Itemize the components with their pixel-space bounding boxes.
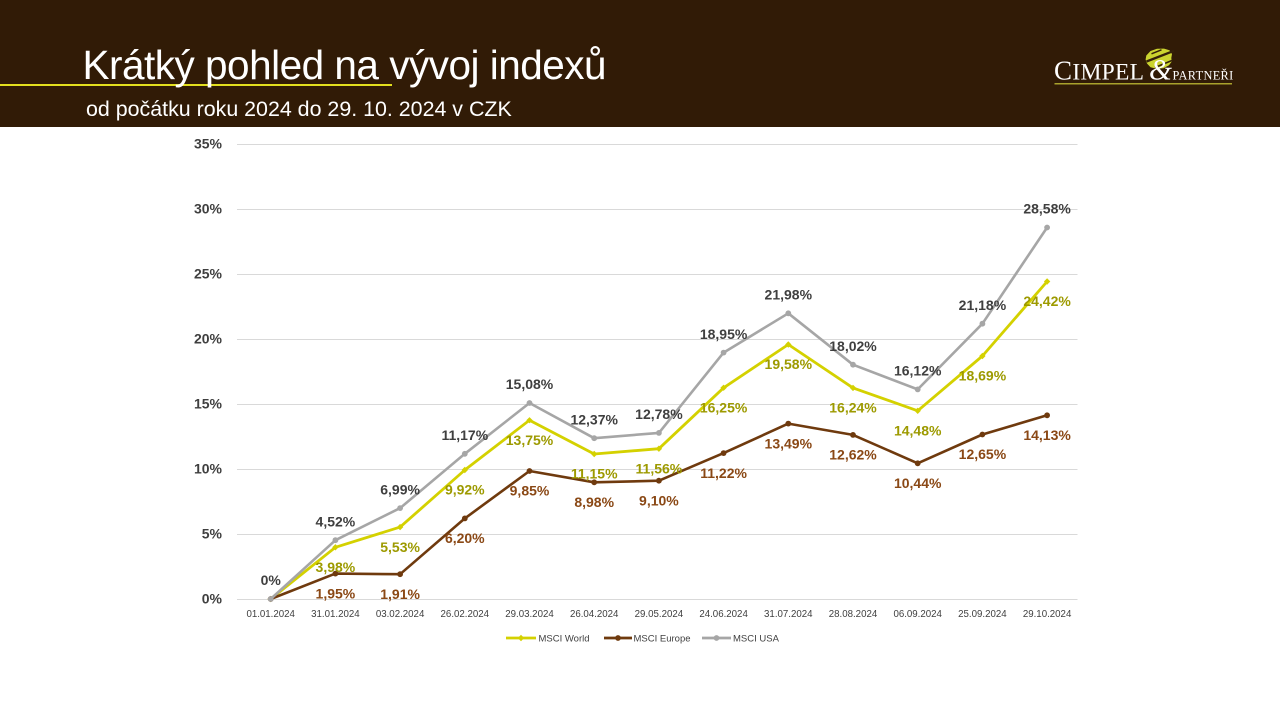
- svg-text:12,37%: 12,37%: [570, 411, 618, 427]
- svg-text:11,15%: 11,15%: [571, 466, 618, 482]
- svg-text:12,65%: 12,65%: [959, 446, 1007, 462]
- svg-text:&: &: [1149, 55, 1172, 87]
- svg-text:11,17%: 11,17%: [441, 427, 488, 443]
- svg-text:11,56%: 11,56%: [636, 460, 683, 476]
- svg-text:35%: 35%: [194, 136, 223, 152]
- svg-text:MSCI World: MSCI World: [539, 633, 590, 644]
- svg-text:16,25%: 16,25%: [700, 399, 748, 415]
- svg-text:4,52%: 4,52%: [316, 513, 356, 529]
- svg-text:28,58%: 28,58%: [1023, 201, 1071, 217]
- svg-text:18,02%: 18,02%: [829, 338, 877, 354]
- svg-text:0%: 0%: [202, 591, 223, 607]
- svg-text:5,53%: 5,53%: [380, 539, 420, 555]
- svg-text:3,98%: 3,98%: [316, 559, 356, 575]
- svg-text:12,78%: 12,78%: [635, 406, 683, 422]
- svg-text:10,44%: 10,44%: [894, 475, 942, 491]
- svg-text:MSCI Europe: MSCI Europe: [634, 633, 691, 644]
- svg-text:24.06.2024: 24.06.2024: [699, 609, 748, 620]
- svg-text:25.09.2024: 25.09.2024: [958, 609, 1007, 620]
- svg-text:MSCI USA: MSCI USA: [733, 633, 780, 644]
- svg-text:16,24%: 16,24%: [829, 400, 877, 416]
- svg-text:6,20%: 6,20%: [445, 530, 485, 546]
- svg-text:9,85%: 9,85%: [510, 483, 550, 499]
- svg-text:29.05.2024: 29.05.2024: [635, 609, 684, 620]
- svg-text:12,62%: 12,62%: [829, 447, 877, 463]
- svg-text:15,08%: 15,08%: [506, 376, 554, 392]
- svg-text:6,99%: 6,99%: [380, 481, 420, 497]
- svg-text:1,95%: 1,95%: [316, 585, 356, 601]
- svg-text:21,18%: 21,18%: [959, 297, 1007, 313]
- svg-text:30%: 30%: [194, 201, 223, 217]
- svg-text:25%: 25%: [194, 266, 223, 282]
- svg-text:9,10%: 9,10%: [639, 492, 679, 508]
- svg-text:8,98%: 8,98%: [574, 494, 614, 510]
- svg-text:10%: 10%: [194, 461, 223, 477]
- svg-text:13,49%: 13,49%: [765, 435, 813, 451]
- svg-text:19,58%: 19,58%: [765, 356, 813, 372]
- svg-text:20%: 20%: [194, 331, 223, 347]
- svg-text:14,13%: 14,13%: [1023, 427, 1071, 443]
- svg-text:15%: 15%: [194, 396, 223, 412]
- svg-text:01.01.2024: 01.01.2024: [246, 609, 295, 620]
- svg-text:18,69%: 18,69%: [959, 368, 1007, 384]
- svg-text:PARTNEŘI: PARTNEŘI: [1173, 69, 1234, 83]
- svg-text:31.01.2024: 31.01.2024: [311, 609, 360, 620]
- svg-text:29.03.2024: 29.03.2024: [505, 609, 554, 620]
- svg-text:26.02.2024: 26.02.2024: [441, 609, 490, 620]
- svg-text:1,91%: 1,91%: [380, 586, 420, 602]
- svg-text:31.07.2024: 31.07.2024: [764, 609, 813, 620]
- svg-text:CIMPEL: CIMPEL: [1054, 56, 1144, 86]
- svg-text:9,92%: 9,92%: [445, 482, 485, 498]
- svg-text:14,48%: 14,48%: [894, 423, 942, 439]
- svg-text:11,22%: 11,22%: [700, 465, 747, 481]
- svg-text:03.02.2024: 03.02.2024: [376, 609, 425, 620]
- svg-text:21,98%: 21,98%: [765, 287, 813, 303]
- svg-text:29.10.2024: 29.10.2024: [1023, 609, 1072, 620]
- svg-text:13,75%: 13,75%: [506, 432, 554, 448]
- svg-text:18,95%: 18,95%: [700, 326, 748, 342]
- svg-text:5%: 5%: [202, 526, 223, 542]
- svg-text:24,42%: 24,42%: [1023, 293, 1071, 309]
- svg-text:26.04.2024: 26.04.2024: [570, 609, 619, 620]
- svg-text:0%: 0%: [261, 572, 282, 588]
- svg-text:28.08.2024: 28.08.2024: [829, 609, 878, 620]
- svg-text:16,12%: 16,12%: [894, 363, 942, 379]
- svg-text:06.09.2024: 06.09.2024: [893, 609, 942, 620]
